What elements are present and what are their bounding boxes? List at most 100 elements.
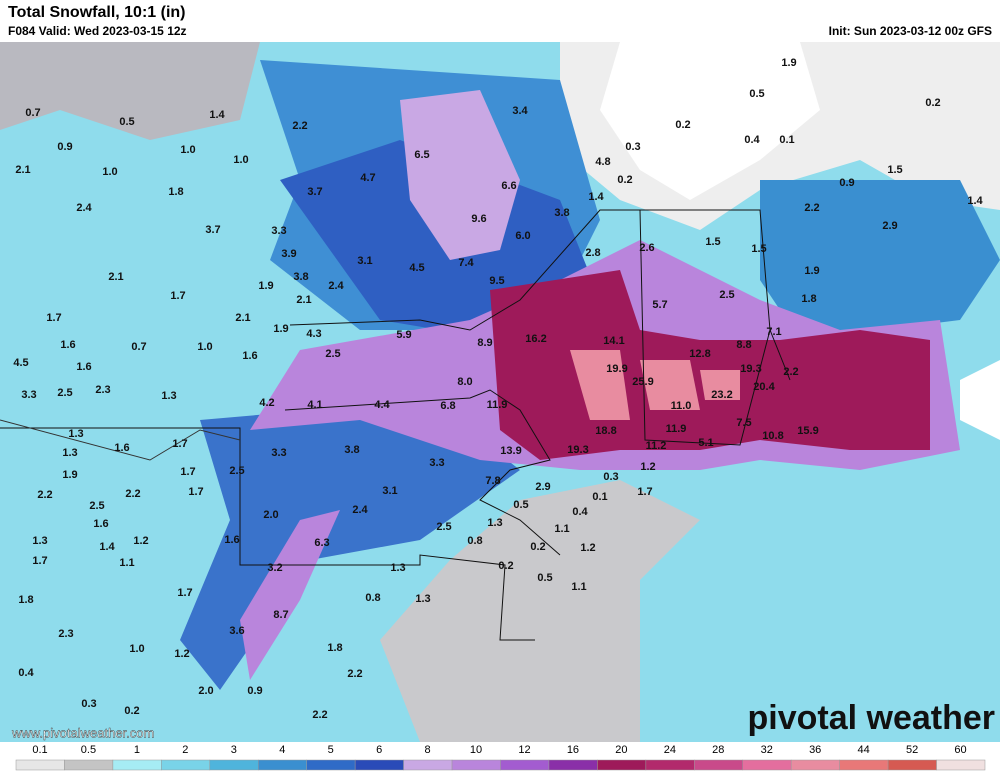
snow-amount: 2.2 — [783, 366, 798, 378]
snow-amount: 1.8 — [327, 642, 342, 654]
snow-amount: 1.2 — [133, 535, 148, 547]
snow-amount: 1.0 — [180, 144, 195, 156]
snow-amount: 12.8 — [689, 348, 710, 360]
snow-amount: 0.5 — [119, 116, 134, 128]
title: Total Snowfall, 10:1 (in) — [8, 4, 186, 21]
snow-amount: 2.1 — [235, 312, 250, 324]
snow-amount: 0.1 — [779, 134, 794, 146]
snow-amount: 1.7 — [170, 290, 185, 302]
snow-amount: 0.3 — [625, 141, 640, 153]
legend-tick-label: 3 — [231, 744, 237, 756]
snow-amount: 2.0 — [198, 685, 213, 697]
snow-amount: 4.2 — [259, 397, 274, 409]
snow-amount: 1.1 — [554, 523, 569, 535]
snow-amount: 5.9 — [396, 329, 411, 341]
snow-amount: 0.8 — [365, 592, 380, 604]
legend-tick-label: 10 — [470, 744, 482, 756]
snow-amount: 1.8 — [801, 293, 816, 305]
snow-amount: 1.7 — [637, 486, 652, 498]
legend-tick-label: 8 — [425, 744, 431, 756]
snow-amount: 2.2 — [804, 202, 819, 214]
snow-amount: 0.2 — [124, 705, 139, 717]
snow-amount: 1.6 — [76, 361, 91, 373]
legend-swatch — [645, 759, 695, 771]
snow-amount: 2.2 — [125, 488, 140, 500]
snow-amount: 0.4 — [744, 134, 760, 146]
snow-amount: 3.1 — [382, 485, 397, 497]
snow-amount: 1.3 — [390, 562, 405, 574]
legend-tick-label: 5 — [328, 744, 334, 756]
snow-amount: 0.3 — [81, 698, 96, 710]
snow-amount: 3.6 — [229, 625, 244, 637]
snow-amount: 3.3 — [21, 389, 36, 401]
snow-amount: 3.8 — [344, 444, 359, 456]
snow-amount: 25.9 — [632, 376, 653, 388]
legend-swatch — [161, 759, 211, 771]
snow-amount: 2.1 — [108, 271, 123, 283]
snow-amount: 7.8 — [485, 475, 500, 487]
snow-amount: 1.3 — [415, 593, 430, 605]
valid-time: F084 Valid: Wed 2023-03-15 12z — [8, 24, 187, 38]
snow-amount: 2.8 — [585, 247, 600, 259]
legend-swatch — [209, 759, 259, 771]
snow-amount: 23.2 — [711, 389, 732, 401]
snow-amount: 1.3 — [62, 447, 77, 459]
snow-amount: 2.5 — [719, 289, 734, 301]
snow-amount: 15.9 — [797, 425, 818, 437]
snow-amount: 8.0 — [457, 376, 472, 388]
legend-swatch — [112, 759, 162, 771]
legend-tick-label: 16 — [567, 744, 579, 756]
snow-amount: 2.3 — [58, 628, 73, 640]
snow-amount: 0.5 — [537, 572, 552, 584]
snow-amount: 3.3 — [429, 457, 444, 469]
legend-tick-label: 36 — [809, 744, 821, 756]
snow-amount: 0.3 — [603, 471, 618, 483]
snow-amount: 1.5 — [887, 164, 902, 176]
legend-swatch — [597, 759, 647, 771]
snow-amount: 1.4 — [967, 195, 983, 207]
legend-tick-label: 52 — [906, 744, 918, 756]
snow-amount: 5.1 — [698, 437, 713, 449]
snow-amount: 1.7 — [46, 312, 61, 324]
snow-amount: 4.1 — [307, 399, 322, 411]
snow-amount: 1.0 — [102, 166, 117, 178]
legend-swatch — [548, 759, 598, 771]
snow-amount: 2.4 — [328, 280, 344, 292]
snow-amount: 1.9 — [258, 280, 273, 292]
snow-amount: 1.4 — [588, 191, 604, 203]
snow-amount: 2.0 — [263, 509, 278, 521]
snow-amount: 4.7 — [360, 172, 375, 184]
legend-swatch — [742, 759, 792, 771]
snow-amount: 1.9 — [781, 57, 796, 69]
snow-amount: 2.4 — [76, 202, 92, 214]
brand: pivotal weather — [747, 699, 995, 737]
legend-tick-label: 12 — [518, 744, 530, 756]
snow-amount: 3.8 — [554, 207, 569, 219]
init-time: Init: Sun 2023-03-12 00z GFS — [829, 24, 992, 38]
snow-amount: 8.8 — [736, 339, 751, 351]
snow-amount: 1.0 — [129, 643, 144, 655]
snow-amount: 19.3 — [567, 444, 588, 456]
legend-swatch — [15, 759, 65, 771]
snowfall-field — [0, 42, 1000, 772]
snow-amount: 11.9 — [666, 423, 687, 435]
snow-amount: 2.5 — [89, 500, 104, 512]
snow-amount: 2.5 — [229, 465, 244, 477]
snow-amount: 6.3 — [314, 537, 329, 549]
snow-amount: 4.4 — [374, 399, 390, 411]
snow-amount: 1.4 — [99, 541, 115, 553]
snow-amount: 1.7 — [177, 587, 192, 599]
snow-amount: 11.2 — [646, 440, 667, 452]
snow-amount: 2.2 — [292, 120, 307, 132]
snow-amount: 1.8 — [18, 594, 33, 606]
snow-amount: 6.0 — [515, 230, 530, 242]
snow-amount: 2.3 — [95, 384, 110, 396]
snow-amount: 0.7 — [131, 341, 146, 353]
snow-amount: 0.1 — [592, 491, 607, 503]
state-borders — [0, 209, 791, 641]
legend-swatch — [936, 759, 986, 771]
snow-amount: 1.2 — [580, 542, 595, 554]
snow-amount: 6.6 — [501, 180, 516, 192]
snow-amount: 1.1 — [571, 581, 586, 593]
